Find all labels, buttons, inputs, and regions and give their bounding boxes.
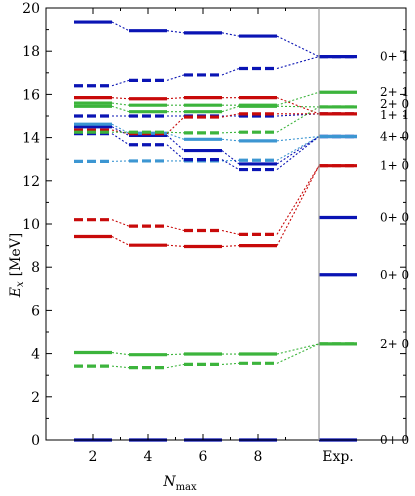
connector-line xyxy=(111,219,130,227)
connector-line xyxy=(276,165,320,235)
connector-line xyxy=(221,245,240,248)
connector-line xyxy=(276,106,320,133)
exp-level-label: 0+ 0 xyxy=(380,268,409,282)
exp-level-label: 0+ 0 xyxy=(380,433,409,447)
y-tick-label: 2 xyxy=(31,390,40,406)
connector-line xyxy=(221,131,240,134)
connector-line xyxy=(166,30,185,34)
y-tick-label: 20 xyxy=(22,1,40,17)
label-layer: Ex[MeV] Nmax 0+ 12+ 12+ 01+ 14+ 01+ 00+ … xyxy=(8,50,409,493)
connector-line xyxy=(166,97,185,100)
axes-layer xyxy=(45,7,407,441)
connector-line xyxy=(166,132,185,140)
connector-line xyxy=(221,105,240,113)
connector-line xyxy=(276,135,320,142)
y-axis-label: Ex[MeV] xyxy=(8,233,26,299)
connector-line xyxy=(111,365,130,369)
connector-line xyxy=(166,131,185,134)
connector-line xyxy=(111,21,130,32)
connector-line xyxy=(221,362,240,365)
connector-line xyxy=(111,123,130,134)
connector-line xyxy=(276,165,320,246)
connector-line xyxy=(276,35,320,58)
connector-line xyxy=(276,343,320,364)
connector-line xyxy=(276,97,320,115)
levels-layer xyxy=(74,20,357,442)
exp-level-label: 1+ 1 xyxy=(380,108,409,122)
x-tick-label: Exp. xyxy=(322,449,354,465)
tick-layer: 0 2 4 6 8 10 12 14 16 18 20 2 4 6 8 Exp. xyxy=(22,1,406,465)
connector-line xyxy=(111,126,130,136)
x-axis-label: Nmax xyxy=(162,474,197,493)
connector-line xyxy=(276,91,320,106)
connector-line xyxy=(166,74,185,81)
x-tick-label: 8 xyxy=(254,449,263,465)
exp-level-label: 4+ 0 xyxy=(380,130,409,144)
connector-line xyxy=(166,135,185,151)
y-tick-label: 0 xyxy=(31,433,40,449)
y-tick-label: 6 xyxy=(31,303,40,319)
connector-line xyxy=(221,138,240,142)
y-tick-label: 4 xyxy=(31,347,40,363)
connector-line xyxy=(111,79,130,87)
connector-line xyxy=(111,351,130,356)
connector-line xyxy=(221,159,240,171)
exp-level-label: 0+ 1 xyxy=(380,50,409,64)
plot-frame xyxy=(45,7,407,441)
connector-line xyxy=(221,32,240,37)
y-tick-label: 8 xyxy=(31,260,40,276)
connector-line xyxy=(276,136,320,171)
connector-line xyxy=(221,113,240,118)
y-tick-label: 14 xyxy=(22,131,40,147)
connector-line xyxy=(221,229,240,235)
connector-line xyxy=(221,159,240,162)
exp-level-label: 2+ 1 xyxy=(380,85,409,99)
exp-level-label: 2+ 0 xyxy=(380,97,409,111)
x-tick-label: 2 xyxy=(89,449,98,465)
connector-line xyxy=(166,225,185,232)
connector-line xyxy=(276,343,320,355)
y-tick-label: 16 xyxy=(22,87,40,103)
connector-line xyxy=(166,244,185,248)
connector-line xyxy=(276,56,320,70)
x-tick-label: 6 xyxy=(199,449,208,465)
connector-line xyxy=(276,105,320,108)
connector-line xyxy=(166,353,185,356)
connector-line xyxy=(111,102,130,106)
connector-line xyxy=(166,144,185,161)
connector-line xyxy=(276,136,320,161)
connector-line xyxy=(276,136,320,165)
connector-line xyxy=(221,67,240,76)
connector-line xyxy=(276,113,320,117)
exp-level-label: 1+ 0 xyxy=(380,159,409,173)
connector-line xyxy=(221,150,240,165)
connector-line xyxy=(166,363,185,369)
connector-line xyxy=(166,116,185,135)
x-tick-label: 4 xyxy=(144,449,153,465)
y-tick-label: 10 xyxy=(22,217,40,233)
connector-line xyxy=(111,133,130,146)
connector-line xyxy=(111,105,130,113)
exp-level-label: 0+ 0 xyxy=(380,211,409,225)
connector-line xyxy=(111,97,130,100)
exp-level-label: 2+ 0 xyxy=(380,337,409,351)
connector-line xyxy=(111,236,130,246)
y-tick-label: 12 xyxy=(22,174,40,190)
y-tick-label: 18 xyxy=(22,44,40,60)
